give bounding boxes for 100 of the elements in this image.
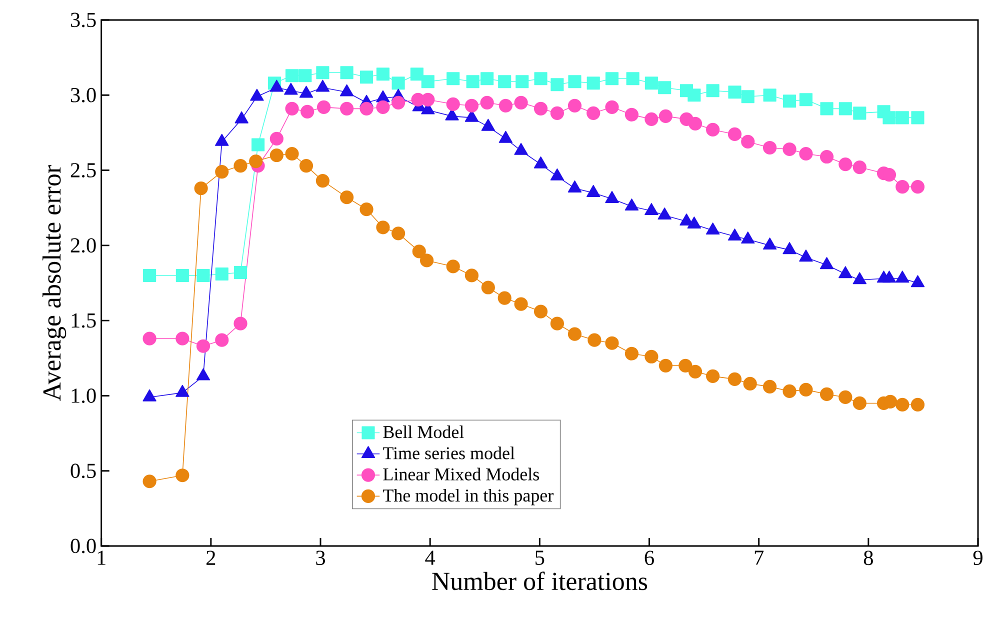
- point: [550, 316, 564, 330]
- point: [446, 97, 460, 111]
- x-tick-label: 5: [536, 550, 544, 565]
- point: [360, 102, 374, 116]
- point: [658, 81, 672, 94]
- x-tick-label: 7: [754, 550, 764, 565]
- point: [340, 102, 354, 116]
- point: [605, 100, 619, 114]
- point: [799, 146, 813, 161]
- point: [252, 138, 265, 152]
- point: [910, 398, 925, 412]
- point: [516, 75, 529, 88]
- point: [234, 266, 248, 280]
- point: [215, 164, 229, 179]
- point: [706, 84, 720, 98]
- x-tick-label: 6: [644, 550, 654, 566]
- point: [884, 394, 898, 409]
- point: [782, 142, 796, 156]
- point: [340, 190, 354, 204]
- point: [534, 72, 548, 86]
- point: [514, 96, 528, 110]
- y-tick-label: 2.5: [70, 163, 96, 178]
- point: [514, 297, 528, 311]
- point: [464, 268, 479, 282]
- point: [446, 72, 460, 86]
- point: [882, 111, 896, 124]
- point: [820, 387, 834, 402]
- point: [299, 158, 314, 173]
- point: [624, 108, 639, 122]
- point: [706, 122, 720, 137]
- point: [234, 158, 248, 173]
- point: [644, 76, 658, 90]
- point: [896, 398, 910, 412]
- point: [300, 104, 314, 118]
- point: [605, 72, 619, 86]
- point: [464, 98, 479, 112]
- point: [688, 364, 702, 378]
- point: [782, 94, 796, 108]
- point: [626, 72, 640, 86]
- point: [446, 260, 460, 274]
- point: [820, 150, 834, 164]
- x-tick-label: 4: [425, 550, 436, 565]
- legend-label: Linear Mixed Models: [383, 468, 539, 480]
- point: [838, 157, 852, 172]
- point: [568, 75, 582, 88]
- point: [644, 350, 658, 364]
- y-tick-label: 3.0: [70, 88, 96, 102]
- point: [498, 98, 512, 112]
- point: [838, 102, 852, 116]
- point: [480, 72, 494, 86]
- y-axis-title: Average absolute error: [42, 165, 66, 401]
- point: [911, 111, 924, 124]
- point: [285, 102, 299, 116]
- point: [688, 116, 702, 130]
- point: [176, 332, 190, 346]
- point: [215, 333, 229, 347]
- point: [498, 291, 512, 305]
- point: [678, 358, 692, 372]
- x-tick-label: 9: [973, 550, 982, 566]
- point: [392, 76, 405, 90]
- point: [270, 148, 284, 162]
- point: [741, 134, 755, 149]
- point: [481, 280, 495, 294]
- x-tick-label: 2: [206, 550, 216, 565]
- point: [588, 333, 602, 347]
- point: [316, 174, 330, 188]
- point: [799, 93, 812, 106]
- point: [360, 202, 374, 216]
- point: [741, 90, 754, 104]
- point: [896, 180, 910, 194]
- point: [534, 102, 548, 116]
- point: [196, 339, 210, 353]
- point: [550, 78, 564, 92]
- point: [376, 220, 390, 234]
- point: [550, 106, 564, 120]
- point: [285, 146, 299, 161]
- point: [838, 390, 852, 404]
- point: [298, 69, 312, 82]
- point: [176, 268, 189, 282]
- point: [605, 336, 619, 350]
- y-tick-label: 1.0: [72, 388, 96, 403]
- point: [194, 182, 208, 196]
- point: [586, 106, 600, 120]
- point: [392, 226, 406, 240]
- legend-label: Time series model: [383, 446, 515, 460]
- point: [410, 68, 424, 81]
- point: [176, 468, 190, 482]
- point: [658, 109, 672, 123]
- x-tick-label: 3: [316, 550, 325, 566]
- legend-label: The model in this paper: [383, 488, 554, 506]
- point: [568, 327, 582, 341]
- point: [743, 376, 757, 390]
- point: [480, 96, 494, 110]
- point: [376, 100, 390, 114]
- point: [728, 372, 742, 386]
- point: [316, 100, 331, 114]
- point: [852, 160, 866, 174]
- point: [340, 66, 354, 80]
- point: [910, 180, 925, 194]
- point: [234, 316, 248, 330]
